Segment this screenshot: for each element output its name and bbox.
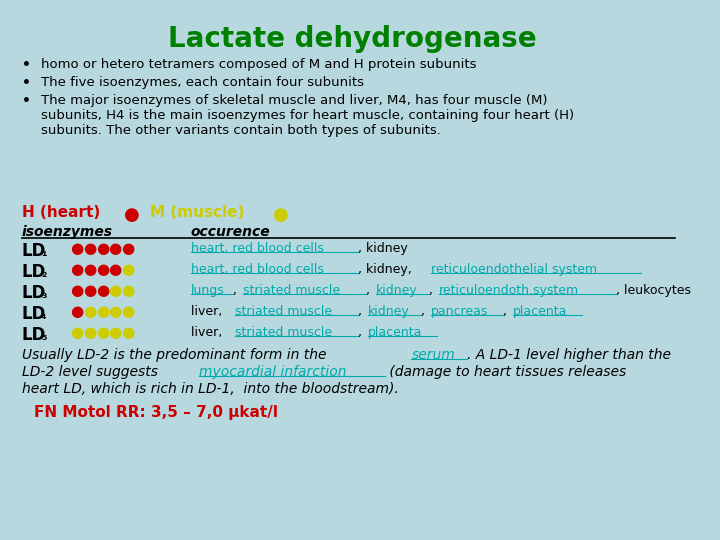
Text: , leukocytes: , leukocytes bbox=[616, 284, 690, 297]
Text: ₃: ₃ bbox=[41, 288, 47, 301]
Text: ●: ● bbox=[96, 304, 109, 319]
Text: serum: serum bbox=[411, 348, 455, 362]
Text: myocardial infarction: myocardial infarction bbox=[199, 365, 346, 379]
Text: liver,: liver, bbox=[191, 326, 226, 339]
Text: •: • bbox=[22, 94, 30, 108]
Text: The five isoenzymes, each contain four subunits: The five isoenzymes, each contain four s… bbox=[41, 76, 364, 89]
Text: ●: ● bbox=[109, 262, 122, 277]
Text: isoenzymes: isoenzymes bbox=[22, 225, 112, 239]
Text: liver,: liver, bbox=[191, 305, 226, 318]
Text: ₄: ₄ bbox=[41, 309, 47, 322]
Text: ●: ● bbox=[109, 283, 122, 298]
Text: ,: , bbox=[358, 326, 366, 339]
Text: homo or hetero tetramers composed of M and H protein subunits: homo or hetero tetramers composed of M a… bbox=[41, 58, 477, 71]
Text: LD: LD bbox=[22, 242, 46, 260]
Text: ●: ● bbox=[83, 283, 96, 298]
Text: ,: , bbox=[503, 305, 511, 318]
Text: ●: ● bbox=[83, 304, 96, 319]
Text: ●: ● bbox=[96, 241, 109, 256]
Text: reticuloendothelial system: reticuloendothelial system bbox=[431, 263, 598, 276]
Text: LD-2 level suggests: LD-2 level suggests bbox=[22, 365, 162, 379]
Text: placenta: placenta bbox=[513, 305, 567, 318]
Text: ●: ● bbox=[83, 262, 96, 277]
Text: ₂: ₂ bbox=[41, 267, 47, 280]
Text: kidney: kidney bbox=[376, 284, 418, 297]
Text: reticuloendoth.system: reticuloendoth.system bbox=[439, 284, 579, 297]
Text: , kidney,: , kidney, bbox=[359, 263, 416, 276]
Text: lungs: lungs bbox=[191, 284, 225, 297]
Text: , kidney: , kidney bbox=[359, 242, 408, 255]
Text: Usually LD-2 is the predominant form in the: Usually LD-2 is the predominant form in … bbox=[22, 348, 330, 362]
Text: ₅: ₅ bbox=[41, 330, 47, 343]
Text: ●: ● bbox=[109, 325, 122, 340]
Text: ●: ● bbox=[71, 304, 84, 319]
Text: H (heart): H (heart) bbox=[22, 205, 100, 220]
Text: LD: LD bbox=[22, 263, 46, 281]
Text: (damage to heart tissues releases: (damage to heart tissues releases bbox=[385, 365, 626, 379]
Text: ₁: ₁ bbox=[41, 246, 47, 259]
Text: LD: LD bbox=[22, 284, 46, 302]
Text: LD: LD bbox=[22, 326, 46, 344]
Text: . A LD-1 level higher than the: . A LD-1 level higher than the bbox=[467, 348, 670, 362]
Text: heart LD, which is rich in LD-1,  into the bloodstream).: heart LD, which is rich in LD-1, into th… bbox=[22, 382, 398, 396]
Text: ●: ● bbox=[121, 241, 135, 256]
Text: occurence: occurence bbox=[191, 225, 271, 239]
Text: ●: ● bbox=[109, 304, 122, 319]
Text: ,: , bbox=[366, 284, 374, 297]
Text: ●: ● bbox=[83, 241, 96, 256]
Text: ,: , bbox=[233, 284, 241, 297]
Text: ,: , bbox=[358, 305, 366, 318]
Text: •: • bbox=[22, 58, 30, 72]
Text: ●: ● bbox=[96, 283, 109, 298]
Text: striated muscle: striated muscle bbox=[235, 326, 333, 339]
Text: ●: ● bbox=[121, 262, 135, 277]
Text: placenta: placenta bbox=[368, 326, 423, 339]
Text: ●: ● bbox=[96, 325, 109, 340]
Text: ●: ● bbox=[273, 206, 289, 224]
Text: ●: ● bbox=[96, 262, 109, 277]
Text: ●: ● bbox=[71, 262, 84, 277]
Text: ●: ● bbox=[71, 283, 84, 298]
Text: ,: , bbox=[429, 284, 437, 297]
Text: ●: ● bbox=[121, 283, 135, 298]
Text: heart, red blood cells: heart, red blood cells bbox=[191, 263, 323, 276]
Text: ●: ● bbox=[71, 325, 84, 340]
Text: ●: ● bbox=[71, 241, 84, 256]
Text: Lactate dehydrogenase: Lactate dehydrogenase bbox=[168, 25, 536, 53]
Text: ●: ● bbox=[121, 304, 135, 319]
Text: The major isoenzymes of skeletal muscle and liver, M4, has four muscle (M)
subun: The major isoenzymes of skeletal muscle … bbox=[41, 94, 575, 137]
Text: ●: ● bbox=[109, 241, 122, 256]
Text: pancreas: pancreas bbox=[431, 305, 488, 318]
Text: LD: LD bbox=[22, 305, 46, 323]
Text: striated muscle: striated muscle bbox=[243, 284, 341, 297]
Text: ●: ● bbox=[83, 325, 96, 340]
Text: ●: ● bbox=[121, 325, 135, 340]
Text: kidney: kidney bbox=[368, 305, 410, 318]
Text: heart, red blood cells: heart, red blood cells bbox=[191, 242, 323, 255]
Text: ●: ● bbox=[125, 206, 140, 224]
Text: striated muscle: striated muscle bbox=[235, 305, 333, 318]
Text: ,: , bbox=[420, 305, 428, 318]
Text: FN Motol RR: 3,5 – 7,0 μkat/l: FN Motol RR: 3,5 – 7,0 μkat/l bbox=[35, 405, 278, 420]
Text: M (muscle): M (muscle) bbox=[150, 205, 244, 220]
Text: •: • bbox=[22, 76, 30, 90]
